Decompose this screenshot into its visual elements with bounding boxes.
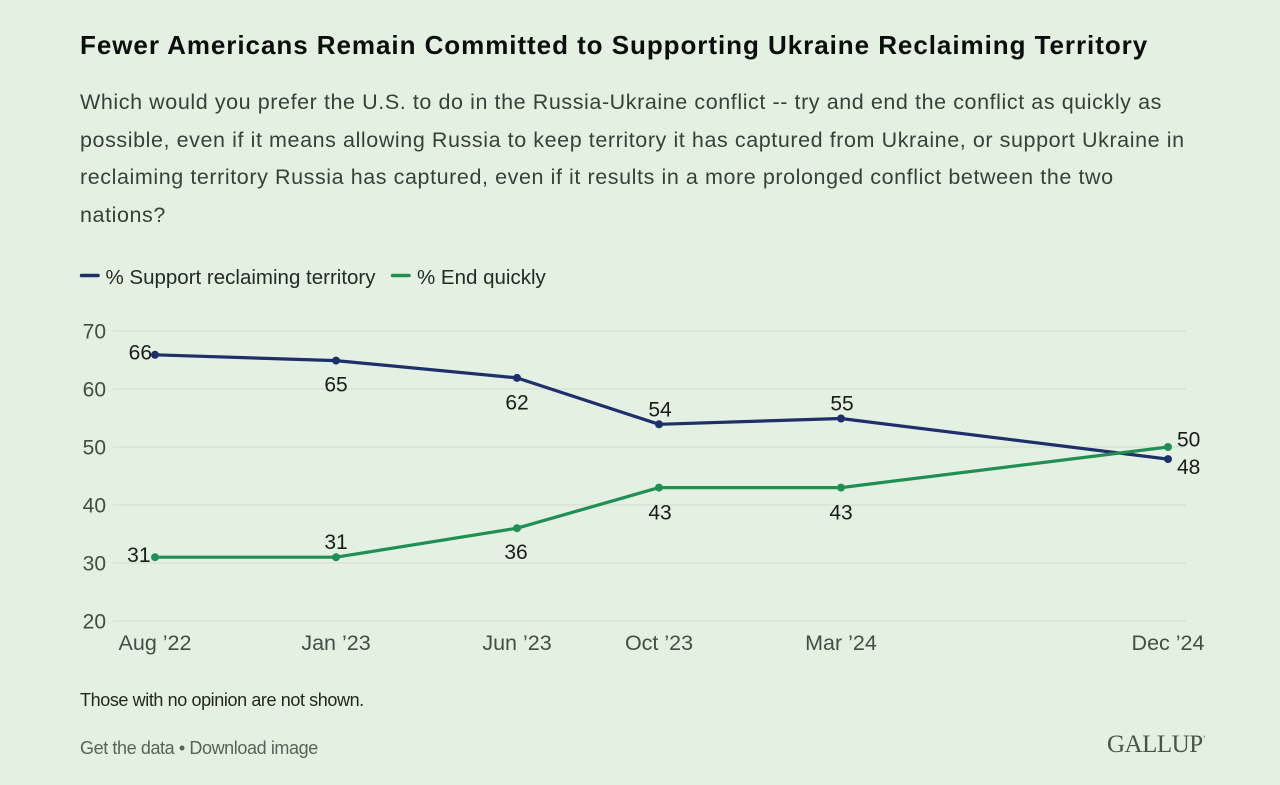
svg-text:Jan ’23: Jan ’23 <box>301 631 370 655</box>
svg-text:% Support reclaiming territory: % Support reclaiming territory <box>106 266 377 289</box>
svg-text:20: 20 <box>83 611 106 634</box>
svg-text:31: 31 <box>324 531 347 554</box>
svg-text:43: 43 <box>648 502 671 525</box>
svg-text:Oct ’23: Oct ’23 <box>625 631 693 655</box>
svg-text:60: 60 <box>83 379 106 402</box>
svg-text:Mar ’24: Mar ’24 <box>805 631 877 655</box>
svg-text:50: 50 <box>83 437 106 460</box>
svg-text:66: 66 <box>129 342 152 365</box>
svg-text:% End quickly: % End quickly <box>417 266 547 289</box>
svg-text:62: 62 <box>505 391 528 414</box>
svg-text:Jun ’23: Jun ’23 <box>482 631 551 655</box>
svg-text:Aug ’22: Aug ’22 <box>119 631 192 655</box>
svg-text:36: 36 <box>504 541 527 564</box>
svg-text:30: 30 <box>83 553 106 576</box>
svg-text:50: 50 <box>1177 428 1200 451</box>
svg-text:31: 31 <box>127 544 150 567</box>
svg-text:Dec ’24: Dec ’24 <box>1132 631 1205 655</box>
svg-text:55: 55 <box>830 393 853 416</box>
svg-text:65: 65 <box>324 374 347 397</box>
svg-text:70: 70 <box>83 321 106 344</box>
svg-text:48: 48 <box>1177 456 1200 479</box>
svg-text:43: 43 <box>829 502 852 525</box>
svg-text:54: 54 <box>648 398 672 421</box>
svg-text:40: 40 <box>83 495 106 518</box>
